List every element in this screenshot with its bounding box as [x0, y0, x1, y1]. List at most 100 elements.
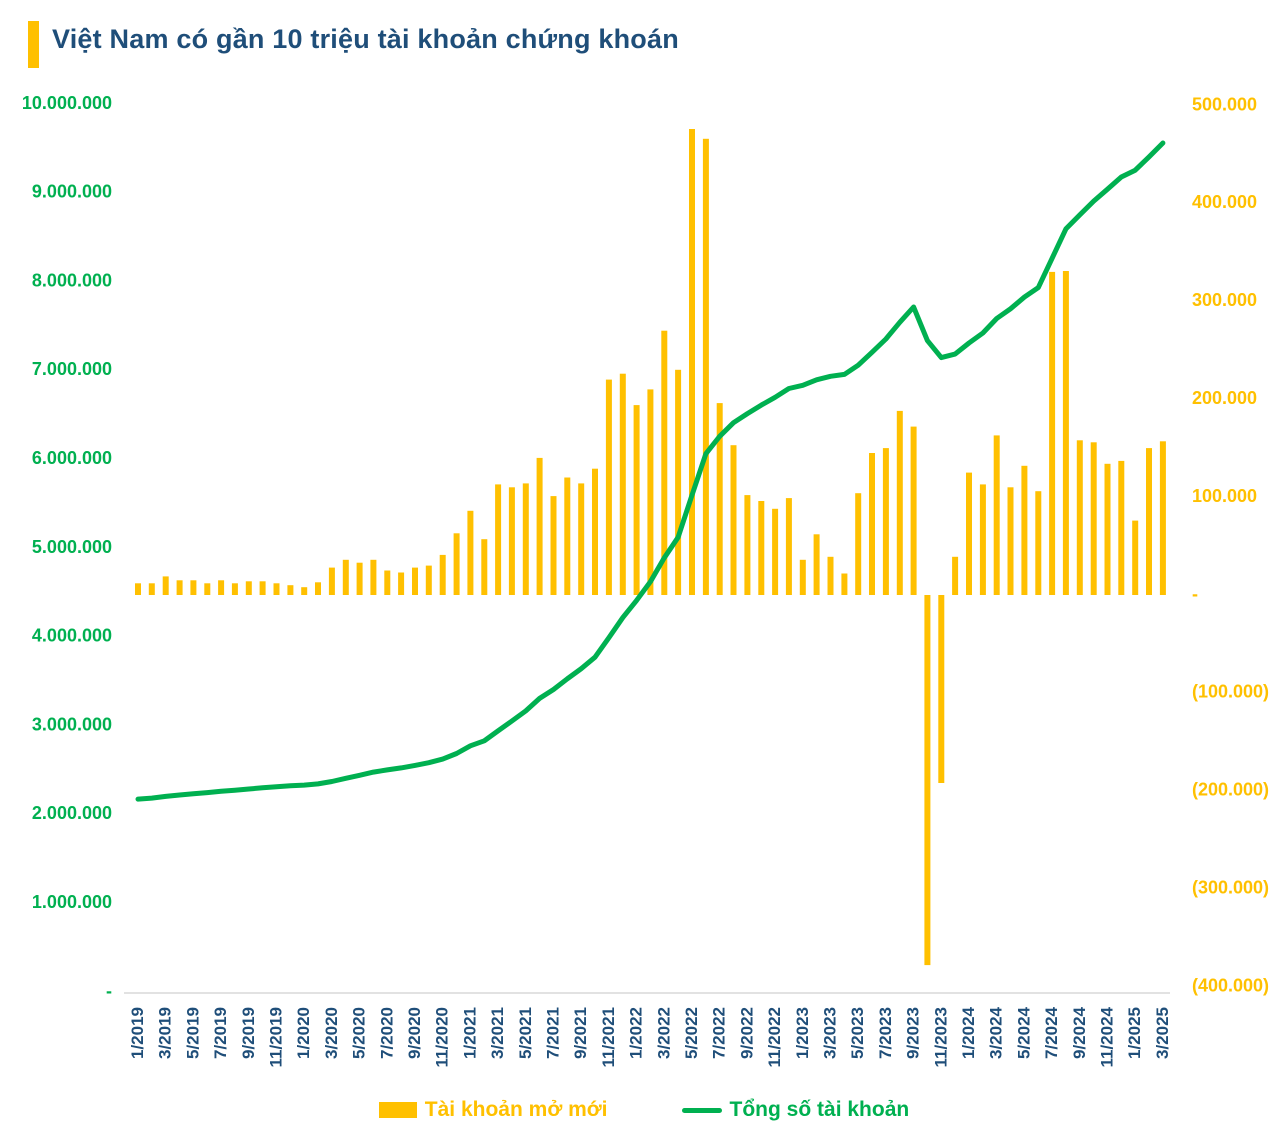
- right-axis-tick-label: 300.000: [1192, 290, 1257, 310]
- x-axis-tick-label: 7/2023: [876, 1007, 895, 1059]
- x-axis-tick-label: 7/2020: [377, 1007, 396, 1059]
- bar: [204, 583, 211, 595]
- bar: [467, 510, 474, 595]
- bar: [730, 445, 737, 595]
- x-axis-tick-label: 1/2025: [1125, 1007, 1144, 1059]
- x-axis-tick-label: 1/2024: [959, 1006, 978, 1059]
- bar: [564, 477, 571, 595]
- right-axis-tick-label: 500.000: [1192, 94, 1257, 114]
- x-axis-tick-label: 3/2021: [488, 1007, 507, 1059]
- bar: [148, 583, 155, 595]
- bar: [495, 484, 502, 595]
- bar: [869, 453, 875, 595]
- x-axis-tick-label: 5/2020: [350, 1007, 369, 1059]
- bar: [578, 483, 585, 595]
- x-axis-tick-label: 11/2020: [433, 1007, 452, 1068]
- x-axis-tick-label: 9/2021: [571, 1007, 590, 1059]
- x-axis-tick-label: 11/2022: [765, 1007, 784, 1068]
- bar: [135, 583, 141, 595]
- bar: [647, 389, 654, 595]
- bar: [342, 559, 349, 595]
- title-accent-bar: [28, 21, 39, 68]
- x-axis-tick-label: 1/2021: [460, 1007, 479, 1059]
- left-axis-tick-label: 9.000.000: [32, 182, 112, 202]
- bar: [412, 567, 418, 595]
- right-axis-tick-label: (100.000): [1192, 682, 1269, 702]
- bar: [315, 582, 321, 595]
- bar: [176, 580, 183, 595]
- x-axis-tick-label: 7/2024: [1042, 1006, 1061, 1059]
- bar: [966, 472, 972, 595]
- bar: [245, 581, 252, 595]
- line-swatch-icon: [681, 1107, 722, 1113]
- x-axis-tick-label: 9/2022: [737, 1007, 756, 1059]
- bar: [218, 580, 225, 595]
- bar: [536, 457, 543, 595]
- x-axis-tick-label: 1/2019: [128, 1007, 147, 1059]
- right-axis-tick-label: 200.000: [1192, 388, 1257, 408]
- right-axis-tick-label: -: [1192, 584, 1198, 604]
- left-axis-tick-label: 3.000.000: [32, 714, 112, 734]
- bar: [813, 534, 820, 595]
- bar: [439, 554, 446, 595]
- x-axis-tick-label: 5/2022: [682, 1007, 701, 1059]
- x-axis-tick-label: 11/2019: [267, 1007, 286, 1068]
- chart-legend: Tài khoản mở mới Tổng số tài khoản: [0, 1098, 1288, 1122]
- left-axis-tick-label: 8.000.000: [32, 270, 112, 290]
- bar: [1104, 463, 1111, 595]
- right-axis-tick-label: (400.000): [1192, 975, 1269, 995]
- bar: [827, 556, 834, 595]
- bar: [259, 581, 266, 595]
- bar: [481, 539, 488, 595]
- left-axis-tick-label: 4.000.000: [32, 626, 112, 646]
- bar: [924, 595, 931, 966]
- bar: [910, 426, 917, 595]
- x-axis-tick-label: 7/2019: [211, 1007, 230, 1059]
- bar: [190, 580, 197, 595]
- bar: [1062, 271, 1069, 595]
- legend-item-new-accounts: Tài khoản mở mới: [378, 1098, 608, 1122]
- x-axis-tick-label: 7/2021: [544, 1007, 563, 1059]
- bar: [287, 585, 294, 595]
- bar-swatch-icon: [378, 1102, 417, 1118]
- bar: [896, 410, 903, 595]
- bar: [689, 129, 695, 595]
- x-axis-tick-label: 3/2019: [156, 1007, 175, 1059]
- right-axis-tick-label: (300.000): [1192, 877, 1269, 897]
- right-axis-tick-label: (200.000): [1192, 780, 1269, 800]
- bar: [508, 487, 515, 595]
- x-axis-tick-label: 9/2020: [405, 1007, 424, 1059]
- legend-label-total-accounts: Tổng số tài khoản: [729, 1098, 910, 1121]
- bar: [1076, 440, 1083, 595]
- x-axis-tick-label: 1/2023: [793, 1007, 812, 1059]
- x-axis-tick-label: 3/2025: [1153, 1007, 1172, 1059]
- x-axis-tick-label: 9/2019: [239, 1007, 258, 1059]
- total-accounts-line: [135, 140, 1166, 802]
- right-axis-tick-label: 400.000: [1192, 192, 1257, 212]
- bar: [605, 379, 612, 595]
- x-axis-tick-label: 3/2020: [322, 1007, 341, 1059]
- legend-label-new-accounts: Tài khoản mở mới: [424, 1098, 608, 1121]
- left-axis-tick-label: 7.000.000: [32, 359, 112, 379]
- bar: [633, 405, 640, 595]
- bar: [882, 448, 889, 595]
- x-axis-tick-label: 5/2023: [848, 1007, 867, 1059]
- bar: [328, 567, 335, 595]
- bar: [952, 556, 959, 595]
- bar: [855, 493, 862, 595]
- bar: [1007, 487, 1014, 595]
- bar: [592, 468, 598, 595]
- x-axis-tick-label: 11/2023: [931, 1007, 950, 1068]
- bar: [772, 508, 779, 595]
- bar: [716, 403, 723, 595]
- bar: [356, 562, 363, 595]
- legend-item-total-accounts: Tổng số tài khoản: [681, 1098, 910, 1122]
- bar: [619, 373, 626, 595]
- bar: [841, 573, 848, 595]
- x-axis-tick-label: 11/2021: [599, 1007, 618, 1068]
- x-axis-tick-label: 1/2022: [627, 1007, 646, 1059]
- bar: [675, 369, 682, 595]
- bar: [1159, 441, 1166, 595]
- x-axis-tick-label: 3/2022: [654, 1007, 673, 1059]
